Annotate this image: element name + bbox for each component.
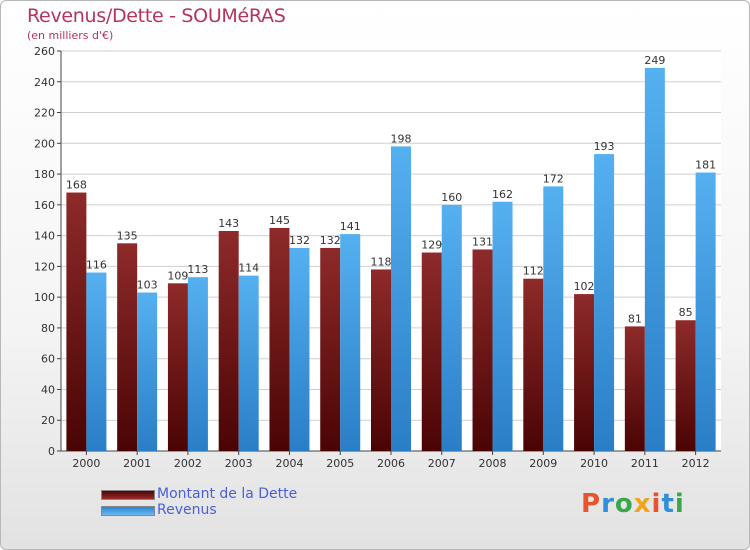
- logo-letter: i: [651, 489, 662, 519]
- legend-swatch-revenus: [101, 506, 155, 516]
- logo-letter: x: [633, 489, 652, 519]
- value-label-revenus: 162: [492, 188, 513, 201]
- value-label-dette: 118: [371, 255, 392, 268]
- value-label-dette: 135: [117, 229, 138, 242]
- logo-letter: P: [581, 489, 602, 519]
- bar-revenus: [137, 292, 158, 451]
- value-label-revenus: 103: [137, 279, 158, 292]
- x-tick-label: 2008: [479, 457, 507, 470]
- value-label-dette: 109: [167, 269, 188, 282]
- value-label-dette: 143: [218, 217, 239, 230]
- bar-revenus: [340, 234, 361, 451]
- value-label-revenus: 181: [695, 159, 716, 172]
- value-label-dette: 132: [320, 234, 341, 247]
- value-label-revenus: 116: [86, 259, 107, 272]
- bar-dette: [675, 320, 696, 451]
- legend-swatch-dette: [101, 490, 155, 500]
- x-tick-label: 2006: [377, 457, 405, 470]
- bar-dette: [472, 249, 493, 451]
- y-tick-label: 140: [34, 230, 55, 243]
- value-label-revenus: 114: [238, 262, 259, 275]
- bar-dette: [218, 231, 239, 451]
- bar-revenus: [492, 201, 513, 451]
- bar-revenus: [238, 275, 259, 451]
- logo-letter: r: [601, 489, 615, 519]
- bar-dette: [117, 243, 138, 451]
- x-tick-label: 2001: [123, 457, 151, 470]
- value-label-revenus: 132: [289, 234, 310, 247]
- logo-letter: o: [614, 489, 634, 519]
- x-tick-label: 2010: [580, 457, 608, 470]
- x-tick-label: 2003: [225, 457, 253, 470]
- bar-revenus: [644, 67, 665, 451]
- x-tick-label: 2000: [72, 457, 100, 470]
- y-tick-label: 260: [34, 45, 55, 58]
- y-tick-label: 20: [41, 414, 55, 427]
- value-label-dette: 168: [66, 179, 87, 192]
- value-label-revenus: 193: [594, 140, 615, 153]
- x-tick-label: 2004: [275, 457, 303, 470]
- y-tick-label: 160: [34, 199, 55, 212]
- value-label-dette: 102: [574, 280, 595, 293]
- bar-dette: [523, 278, 544, 451]
- bar-dette: [574, 294, 595, 451]
- y-tick-label: 180: [34, 168, 55, 181]
- x-tick-label: 2009: [529, 457, 557, 470]
- x-tick-label: 2012: [682, 457, 710, 470]
- y-tick-label: 220: [34, 107, 55, 120]
- proxiti-logo: Proxiti: [581, 489, 685, 519]
- logo-letter: i: [674, 489, 685, 519]
- value-label-dette: 145: [269, 214, 290, 227]
- bar-dette: [66, 192, 87, 452]
- bar-revenus: [695, 172, 716, 452]
- value-label-revenus: 198: [391, 132, 412, 145]
- x-tick-label: 2007: [428, 457, 456, 470]
- y-tick-label: 40: [41, 383, 55, 396]
- value-label-revenus: 141: [340, 220, 361, 233]
- bar-revenus: [289, 247, 310, 451]
- value-label-revenus: 113: [187, 263, 208, 276]
- bar-revenus: [543, 186, 564, 451]
- bar-revenus: [594, 154, 615, 452]
- y-tick-label: 60: [41, 353, 55, 366]
- chart-subtitle: (en milliers d'€): [27, 29, 114, 42]
- logo-letter: t: [661, 489, 675, 519]
- y-tick-label: 80: [41, 322, 55, 335]
- bar-dette: [421, 252, 442, 451]
- y-tick-label: 240: [34, 76, 55, 89]
- bar-dette: [167, 283, 188, 451]
- value-label-dette: 129: [421, 239, 442, 252]
- value-label-revenus: 160: [441, 191, 462, 204]
- x-tick-label: 2002: [174, 457, 202, 470]
- x-tick-label: 2011: [631, 457, 659, 470]
- bar-revenus: [187, 277, 208, 451]
- value-label-dette: 131: [472, 235, 493, 248]
- value-label-revenus: 249: [644, 54, 665, 67]
- legend-label-revenus: Revenus: [157, 502, 217, 518]
- y-tick-label: 0: [48, 445, 55, 458]
- bar-revenus: [86, 272, 107, 451]
- bar-revenus: [391, 146, 411, 451]
- bar-dette: [320, 247, 341, 451]
- value-label-dette: 81: [628, 312, 642, 325]
- value-label-dette: 112: [523, 265, 544, 278]
- x-tick-label: 2005: [326, 457, 354, 470]
- y-tick-label: 100: [34, 291, 55, 304]
- bar-dette: [624, 326, 645, 451]
- y-tick-label: 120: [34, 260, 55, 273]
- bar-revenus: [441, 204, 462, 451]
- bar-dette: [371, 269, 391, 451]
- legend-label-dette: Montant de la Dette: [157, 486, 298, 502]
- value-label-dette: 85: [679, 306, 693, 319]
- bar-dette: [269, 227, 290, 451]
- chart-title: Revenus/Dette - SOUMéRAS: [27, 5, 286, 27]
- y-tick-label: 200: [34, 137, 55, 150]
- value-label-revenus: 172: [543, 172, 564, 185]
